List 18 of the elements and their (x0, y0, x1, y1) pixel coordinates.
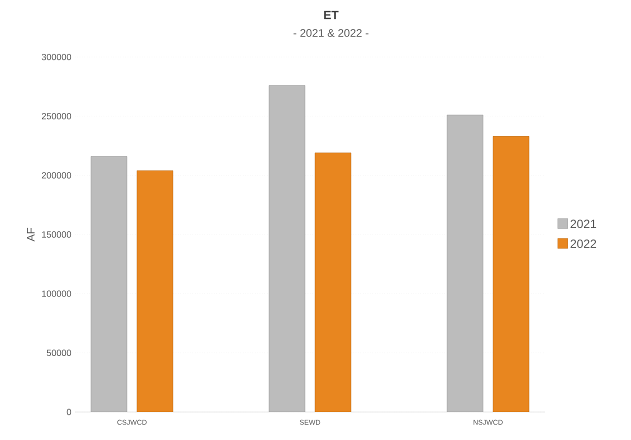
chart-title: ET (324, 10, 339, 20)
y-tick-label: 0 (66, 408, 72, 416)
bar (446, 114, 484, 412)
legend-label: 2022 (570, 240, 596, 248)
legend-label: 2021 (570, 220, 596, 228)
y-tick-label: 250000 (42, 112, 72, 120)
y-tick-label: 50000 (46, 350, 72, 356)
y-tick-label: 150000 (42, 231, 72, 238)
bar (492, 136, 530, 412)
bar (90, 156, 128, 412)
y-tick-label: 300000 (42, 54, 72, 60)
y-tick-label: 200000 (42, 172, 72, 179)
bar (268, 85, 306, 412)
chart-subtitle: - 2021 & 2022 - (294, 29, 368, 37)
y-axis-title: AF (27, 228, 35, 242)
bar (314, 152, 352, 412)
bar (136, 170, 174, 412)
y-tick-label: 100000 (42, 290, 72, 297)
